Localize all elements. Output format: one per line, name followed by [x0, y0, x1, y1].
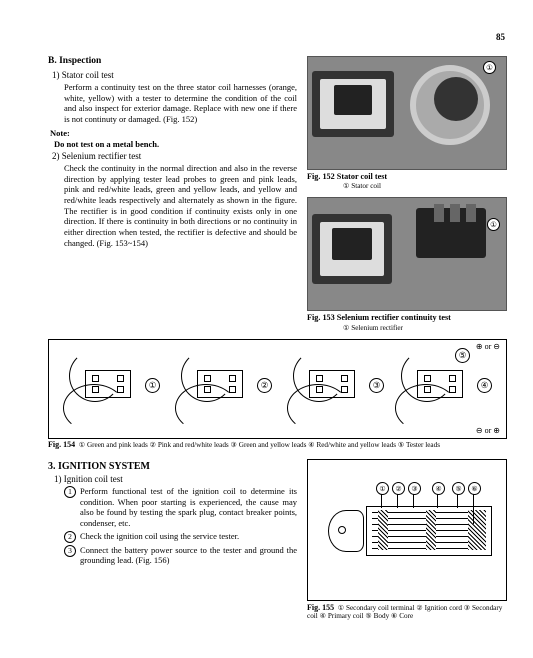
note-text: Do not test on a metal bench.: [48, 139, 297, 150]
fig-153-photo: ①: [307, 197, 507, 311]
fig-155-lead: Fig. 155: [307, 603, 334, 612]
fig-153-sub: ① Selenium rectifier: [307, 324, 507, 333]
fig-154-diagram: ⊕ or ⊖ ① ② ③ ④: [48, 339, 507, 439]
fig-152-caption: Fig. 152 Stator coil test: [307, 172, 507, 182]
fig-154-num-3: ③: [369, 378, 384, 393]
circled-1-icon: 1: [64, 486, 76, 498]
circled-2-icon: 2: [64, 531, 76, 543]
fig-155-rest: ① Secondary coil terminal ② Ignition cor…: [307, 604, 502, 620]
section-3-columns: 3. IGNITION SYSTEM 1) Ignition coil test…: [48, 455, 507, 621]
step-1: 1 Perform functional test of the ignitio…: [48, 486, 297, 529]
step-3-text: Connect the battery power source to the …: [80, 545, 297, 566]
stator-heading: 1) Stator coil test: [48, 70, 297, 81]
fig-153-caption: Fig. 153 Selenium rectifier continuity t…: [307, 313, 507, 323]
rectifier-heading: 2) Selenium rectifier test: [48, 151, 297, 162]
fig-152-photo: ①: [307, 56, 507, 170]
note-label: Note:: [48, 128, 297, 139]
page: 85 B. Inspection 1) Stator coil test Per…: [0, 0, 533, 658]
circled-3-icon: 3: [64, 545, 76, 557]
upper-columns: B. Inspection 1) Stator coil test Perfor…: [48, 56, 507, 333]
rectifier-body: Check the continuity in the normal direc…: [48, 163, 297, 248]
fig-154-lead: Fig. 154: [48, 440, 75, 449]
fig-155-diagram: ① ② ③ ④ ⑤ ⑥: [307, 459, 507, 601]
page-number: 85: [496, 32, 505, 43]
fig-154-rest: ① Green and pink leads ② Pink and red/wh…: [79, 441, 440, 449]
fig-154-top-symbol: ⊕ or ⊖: [476, 342, 500, 352]
fig-154-num-1: ①: [145, 378, 160, 393]
step-3: 3 Connect the battery power source to th…: [48, 545, 297, 566]
step-1-text: Perform functional test of the ignition …: [80, 486, 297, 529]
section-3-left: 3. IGNITION SYSTEM 1) Ignition coil test…: [48, 455, 297, 621]
stator-body: Perform a continuity test on the three s…: [48, 82, 297, 125]
section-3-right: ① ② ③ ④ ⑤ ⑥ Fig. 155 ① Secondary coil te…: [307, 455, 507, 621]
section-3-heading: 3. IGNITION SYSTEM: [48, 461, 297, 474]
right-figure-column: ① Fig. 152 Stator coil test ① Stator coi…: [307, 56, 507, 333]
fig-154-num-2: ②: [257, 378, 272, 393]
section-b-heading: B. Inspection: [48, 56, 297, 68]
fig-154-bottom-symbol: ⊖ or ⊕: [476, 426, 500, 436]
step-2: 2 Check the ignition coil using the serv…: [48, 531, 297, 543]
ignition-coil-heading: 1) Ignition coil test: [48, 474, 297, 485]
fig-154-num-4: ④: [477, 378, 492, 393]
fig-155-caption: Fig. 155 ① Secondary coil terminal ② Ign…: [307, 604, 507, 621]
fig-154-num-5: ⑤: [455, 348, 470, 363]
left-text-column: B. Inspection 1) Stator coil test Perfor…: [48, 56, 297, 333]
fig-152-sub: ① Stator coil: [307, 182, 507, 191]
step-2-text: Check the ignition coil using the servic…: [80, 531, 239, 543]
fig-154-caption: Fig. 154 ① Green and pink leads ② Pink a…: [48, 441, 507, 450]
